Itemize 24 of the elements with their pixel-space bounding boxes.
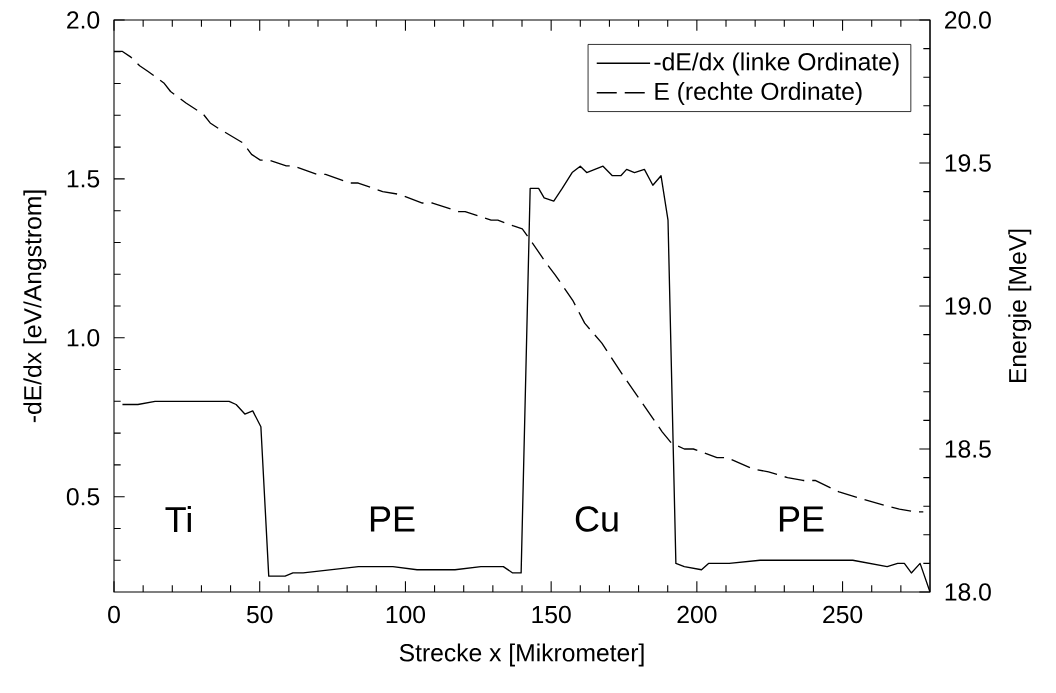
- x-tick-label: 100: [386, 605, 426, 624]
- x-tick-label: 150: [532, 605, 571, 624]
- legend-label: E (rechte Ordinate): [655, 81, 862, 105]
- x-tick-label: 50: [246, 605, 273, 624]
- annotation: Ti: [165, 505, 191, 533]
- y-tick-label: 1.5: [67, 170, 100, 188]
- y2-axis-title: Energie [MeV]: [1008, 229, 1032, 383]
- annotation: PE: [779, 506, 824, 532]
- x-tick-label: 250: [823, 605, 863, 624]
- annotation: Cu: [575, 506, 618, 532]
- y2-tick-label: 20.0: [945, 11, 991, 29]
- annotation: PE: [370, 506, 415, 532]
- x-tick-label: 200: [677, 605, 717, 624]
- x-axis-title: Strecke x [Mikrometer]: [399, 643, 644, 667]
- y2-tick-label: 19.0: [945, 297, 991, 315]
- y-axis-title: -dE/dx [eV/Angstrom]: [23, 190, 47, 423]
- y-tick-label: 0.5: [66, 487, 100, 506]
- y-tick-label: 1.0: [67, 329, 100, 347]
- x-tick-label: 0: [108, 605, 120, 624]
- y2-tick-label: 19.5: [945, 154, 991, 172]
- legend-label: -dE/dx (linke Ordinate): [654, 52, 899, 76]
- y2-tick-label: 18.0: [945, 583, 991, 601]
- y2-tick-label: 18.5: [945, 440, 991, 458]
- y-tick-label: 2.0: [67, 11, 100, 29]
